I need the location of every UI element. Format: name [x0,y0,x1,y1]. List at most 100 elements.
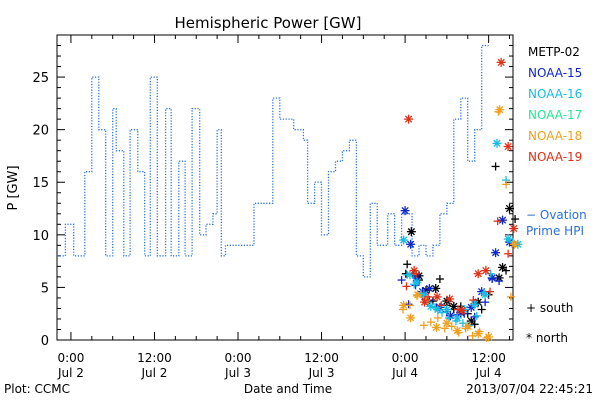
north-marker [406,313,416,323]
south-marker [419,321,428,330]
marker-stroke [407,228,415,236]
y-axis-label: P [GW] [6,165,21,210]
x-axis-label: Date and Time [244,382,332,396]
x-tick-time: 0:00 [57,351,84,365]
ovation-series [57,44,489,278]
marker-stroke [471,300,479,308]
marker-stroke [400,236,408,244]
marker-stroke [413,278,421,286]
north-marker [480,290,490,300]
north-marker [505,204,515,214]
north-marker [412,277,422,287]
marker-stroke [446,295,454,303]
x-tick-date: Jul 3 [224,366,251,380]
north-marker [442,318,452,328]
north-marker [503,141,513,151]
north-marker [420,297,430,307]
north-marker [481,266,491,276]
marker-stroke [443,305,451,314]
marker-stroke [493,139,501,147]
axis-ticks [57,35,513,341]
marker-stroke [432,323,441,332]
marker-stroke [433,293,441,301]
north-marker [466,316,476,326]
x-tick-date: Jul 4 [391,366,418,380]
x-tick-time: 0:00 [225,351,252,365]
north-marker [404,114,414,124]
legend: METP-02 NOAA-15 NOAA-16 NOAA-17 NOAA-18 NOAA-… [528,45,582,164]
south-marker [477,305,486,314]
marker-stroke [510,240,519,248]
south-marker [481,298,490,307]
marker-stroke [498,216,507,224]
north-marker [463,321,473,331]
marker-stroke [491,249,500,257]
marker-stroke [432,284,440,293]
y-tick-label: 20 [32,124,49,139]
north-marker [491,248,501,258]
north-marker [406,227,416,237]
marker-stroke [425,284,434,293]
marker-stroke [467,317,475,325]
marker-stroke [481,291,489,299]
marker-stroke [407,240,415,248]
marker-stroke [427,302,435,310]
marker-stroke [488,274,496,282]
north-marker [509,224,519,234]
south-marker [472,311,481,320]
south-marker [502,180,511,189]
marker-stroke [464,322,472,330]
north-marker [498,262,508,272]
north-marker [503,234,513,244]
north-marker [406,239,416,249]
y-tick-label: 0 [41,334,49,349]
marker-stroke [496,106,504,114]
x-tick-time: 12:00 [137,351,172,365]
north-marker [484,332,494,342]
north-marker [442,305,452,314]
legend-entry: NOAA-19 [528,150,582,164]
south-marker [506,292,515,301]
marker-stroke [453,326,461,335]
symbol-legend-entry: + south [526,301,573,315]
legend-entry: METP-02 [528,45,580,59]
north-marker [400,206,410,216]
ovation-label-line: − Ovation [526,208,587,222]
marker-stroke [413,291,422,299]
north-marker [449,301,459,311]
marker-stroke [498,263,507,272]
north-marker [399,300,409,310]
south-marker [486,269,495,278]
north-marker [399,235,409,245]
legend-entry: NOAA-15 [528,66,582,80]
north-marker [452,313,462,323]
south-marker [404,300,413,309]
marker-stroke [420,291,428,299]
north-marker [426,301,436,311]
y-tick-label: 5 [41,281,49,296]
north-marker [452,326,462,336]
south-marker [403,260,412,269]
y-tick-label: 15 [32,176,49,191]
south-marker [504,249,513,258]
legend-entry: NOAA-18 [528,129,582,143]
south-marker [491,162,500,171]
marker-stroke [400,301,408,309]
north-marker [473,269,483,279]
satellite-markers [397,57,523,342]
south-marker [426,318,435,327]
marker-stroke [505,204,514,213]
south-marker [397,276,406,285]
north-marker [495,105,505,115]
south-marker [493,217,502,226]
north-marker [473,329,483,339]
y-tick-label: 10 [32,229,49,244]
x-tick-date: Jul 4 [475,366,502,380]
north-marker [409,266,419,276]
south-marker [469,296,478,305]
y-tick-labels: 0 5 10 15 20 25 [32,71,49,349]
south-marker [447,322,456,331]
south-marker [511,215,520,224]
legend-entry: NOAA-17 [528,108,582,122]
